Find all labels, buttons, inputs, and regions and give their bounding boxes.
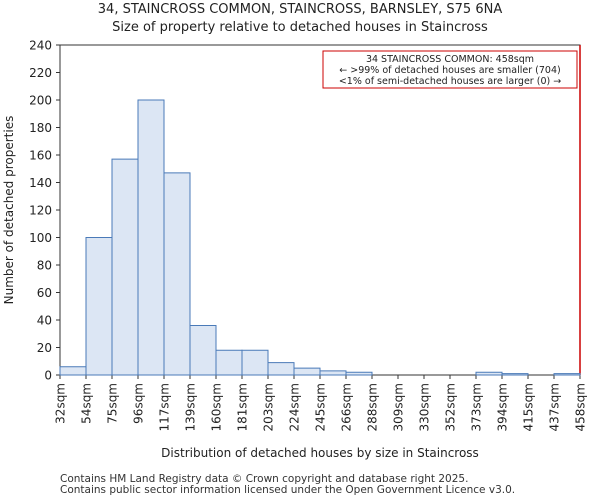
y-axis-label: Number of detached properties (2, 116, 16, 305)
bar-0 (59, 366, 87, 376)
footer-copyright: Contains HM Land Registry data © Crown c… (60, 473, 469, 485)
bar-17 (501, 373, 529, 376)
x-tick-label-3: 96sqm (132, 383, 146, 424)
y-tick-label-7: 140 (29, 176, 52, 190)
bars-layer (59, 99, 581, 376)
x-tick-label-11: 266sqm (340, 383, 354, 431)
x-tick-label-12: 288sqm (366, 383, 380, 431)
x-axis-label: Distribution of detached houses by size … (161, 446, 479, 460)
bar-7 (241, 349, 269, 376)
x-tick-label-15: 352sqm (444, 383, 458, 431)
footer-licence: Contains public sector information licen… (60, 484, 516, 496)
x-tick-label-16: 373sqm (470, 383, 484, 431)
x-tick-label-8: 203sqm (262, 383, 276, 431)
chart-title: 34, STAINCROSS COMMON, STAINCROSS, BARNS… (97, 2, 503, 17)
y-tick-label-0: 0 (44, 369, 52, 383)
x-tick-label-4: 117sqm (158, 383, 172, 431)
bar-9 (293, 367, 321, 376)
bar-8 (267, 362, 295, 376)
x-tick-label-1: 54sqm (80, 383, 94, 424)
bar-19 (553, 373, 581, 376)
x-tick-label-10: 245sqm (314, 383, 328, 431)
bar-11 (345, 371, 373, 376)
x-tick-label-6: 160sqm (210, 383, 224, 431)
y-tick-label-5: 100 (29, 231, 52, 245)
y-tick-label-8: 160 (29, 149, 52, 163)
x-tick-label-20: 458sqm (574, 383, 588, 431)
y-tick-label-11: 220 (29, 66, 52, 80)
chart-subtitle: Size of property relative to detached ho… (112, 20, 488, 35)
x-tick-label-0: 32sqm (54, 383, 68, 424)
y-tick-label-3: 60 (37, 286, 52, 300)
bar-1 (85, 237, 113, 376)
x-tick-label-9: 224sqm (288, 383, 302, 431)
y-tick-label-6: 120 (29, 204, 52, 218)
x-tick-label-2: 75sqm (106, 383, 120, 424)
annotation-box: 34 STAINCROSS COMMON: 458sqm ← >99% of d… (322, 50, 578, 89)
bar-16 (475, 371, 503, 376)
bar-5 (189, 325, 217, 376)
x-tick-label-13: 309sqm (392, 383, 406, 431)
x-tick-label-19: 437sqm (548, 383, 562, 431)
y-tick-label-1: 20 (37, 341, 52, 355)
x-tick-label-7: 181sqm (236, 383, 250, 431)
y-tick-label-4: 80 (37, 259, 52, 273)
annotation-line-2: ← >99% of detached houses are smaller (7… (339, 65, 560, 76)
bar-2 (111, 158, 139, 376)
bar-3 (137, 99, 165, 376)
annotation-line-3: <1% of semi-detached houses are larger (… (339, 76, 561, 87)
y-tick-label-10: 200 (29, 94, 52, 108)
y-tick-label-12: 240 (29, 39, 52, 53)
labels-layer: 0 20 40 60 80 100 120 140 160 180 200 220 240 32sqm 54… (29, 39, 587, 432)
bar-10 (319, 370, 347, 376)
y-tick-label-2: 40 (37, 314, 52, 328)
x-tick-label-5: 139sqm (184, 383, 198, 431)
x-tick-label-14: 330sqm (418, 383, 432, 431)
x-tick-label-18: 415sqm (522, 383, 536, 431)
y-tick-label-9: 180 (29, 121, 52, 135)
annotation-line-1: 34 STAINCROSS COMMON: 458sqm (366, 54, 534, 65)
bar-4 (163, 172, 191, 376)
bar-6 (215, 349, 243, 376)
x-tick-label-17: 394sqm (496, 383, 510, 431)
